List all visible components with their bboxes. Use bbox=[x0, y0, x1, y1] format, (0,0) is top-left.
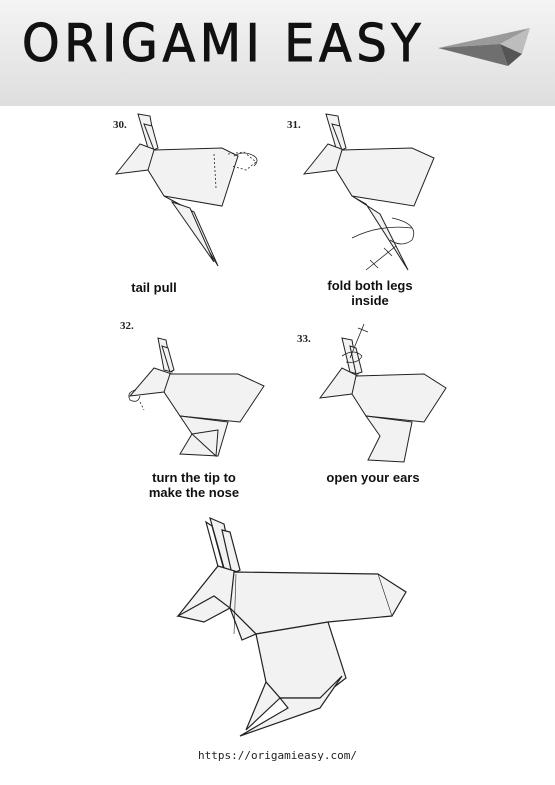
site-logo-title: ORIGAMI EASY bbox=[22, 14, 426, 75]
caption-line-1: tail pull bbox=[131, 280, 177, 295]
final-rabbit-diagram bbox=[176, 516, 407, 737]
caption-line-1: turn the tip to bbox=[152, 470, 236, 485]
step-31-caption: fold both legs inside bbox=[290, 278, 450, 308]
step-number-31: 31. bbox=[287, 119, 301, 131]
step-30-diagram bbox=[114, 113, 258, 267]
header-banner: ORIGAMI EASY bbox=[0, 0, 555, 106]
step-number-32: 32. bbox=[120, 320, 134, 332]
footer-url[interactable]: https://origamieasy.com/ bbox=[198, 749, 357, 762]
step-33-diagram bbox=[318, 323, 447, 463]
step-33-caption: open your ears bbox=[300, 470, 446, 485]
caption-line-2: make the nose bbox=[148, 485, 240, 500]
step-32-caption: turn the tip to make the nose bbox=[120, 470, 268, 500]
step-30-caption: tail pull bbox=[90, 280, 218, 295]
step-32-diagram bbox=[128, 337, 265, 458]
paper-plane-icon bbox=[438, 28, 530, 66]
caption-line-2: inside bbox=[351, 293, 389, 308]
step-number-33: 33. bbox=[297, 333, 311, 345]
caption-line-1: open your ears bbox=[326, 470, 420, 485]
step-number-30: 30. bbox=[113, 119, 127, 131]
caption-line-1: fold both legs bbox=[327, 278, 413, 293]
step-31-diagram bbox=[302, 113, 435, 271]
